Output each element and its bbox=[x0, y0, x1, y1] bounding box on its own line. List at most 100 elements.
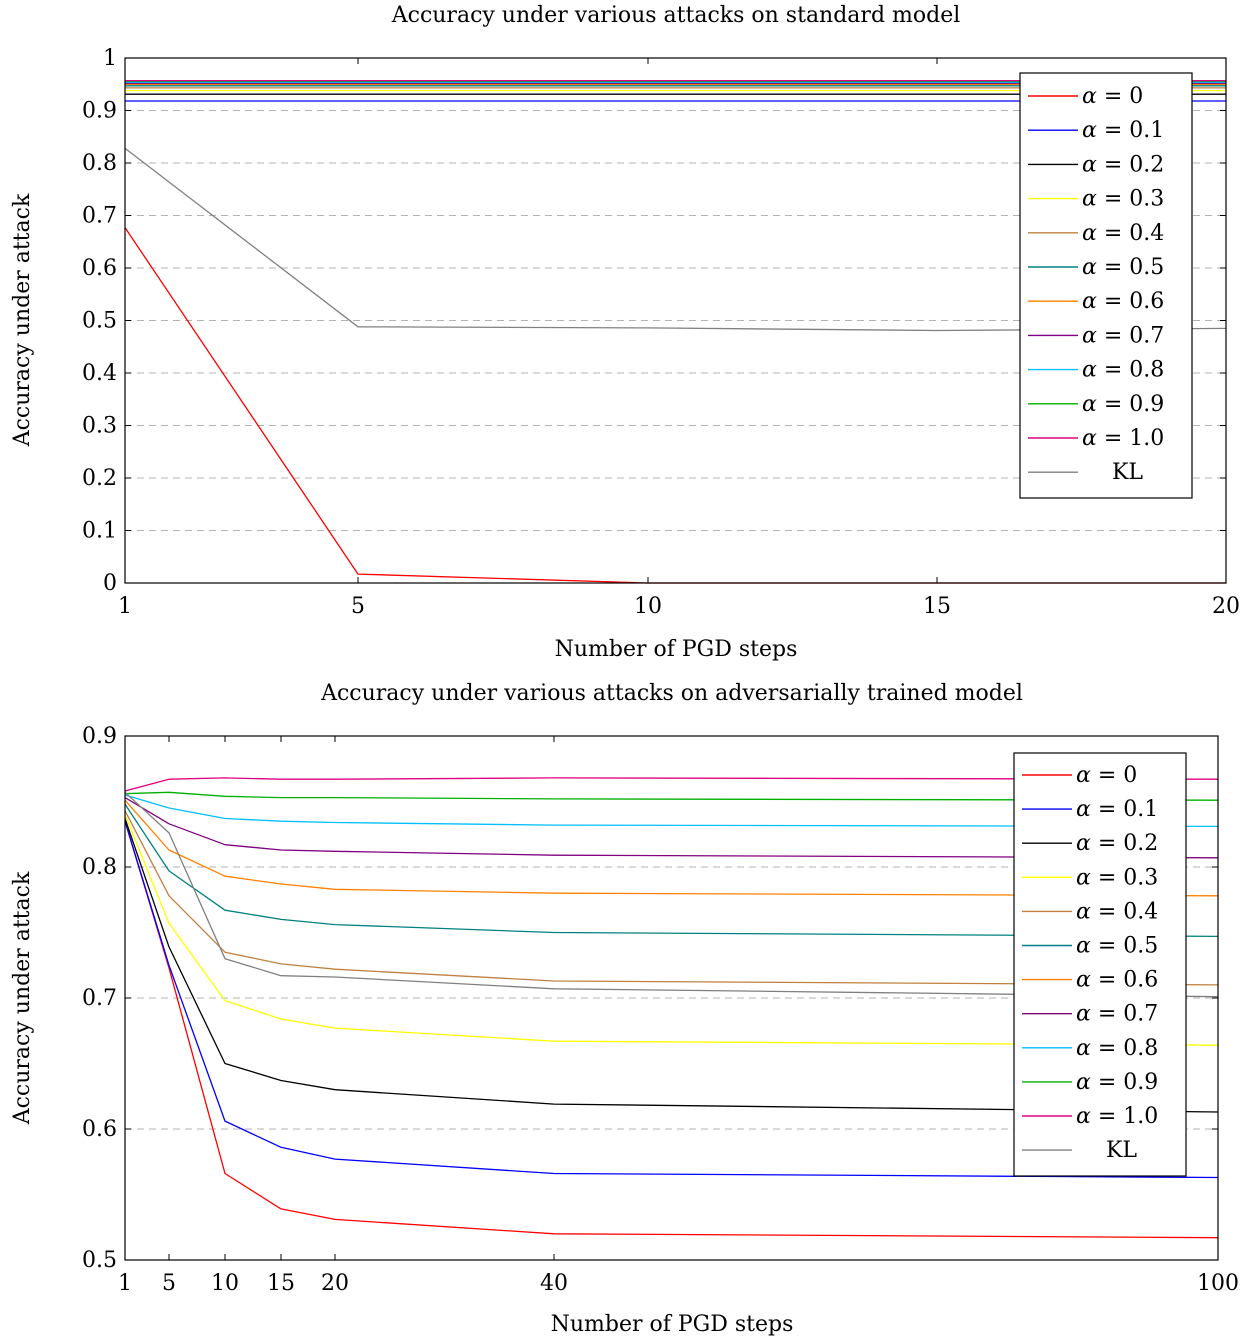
x-tick-labels: 1 5 10 15 20 bbox=[118, 594, 1240, 619]
legend-label: α = 0.3 bbox=[1076, 865, 1158, 890]
y-tick-label: 0.3 bbox=[82, 414, 117, 439]
legend-entry: α = 0.1 bbox=[1022, 797, 1158, 822]
legend-entry: α = 0.9 bbox=[1022, 1070, 1158, 1095]
x-tick-label: 1 bbox=[118, 594, 132, 619]
legend-entry: α = 0.4 bbox=[1028, 221, 1164, 246]
legend-entry: α = 0.5 bbox=[1028, 255, 1164, 280]
legend-label: α = 0.9 bbox=[1076, 1070, 1158, 1095]
series-lines bbox=[124, 777, 1219, 1239]
legend-entry: α = 0 bbox=[1028, 84, 1143, 109]
chart-title: Accuracy under various attacks on advers… bbox=[320, 681, 1023, 706]
x-tick-label: 1 bbox=[118, 1271, 132, 1296]
x-tick-label: 10 bbox=[211, 1271, 239, 1296]
chart-adversarial: Accuracy under various attacks on advers… bbox=[10, 681, 1239, 1337]
y-tick-label: 0.2 bbox=[82, 466, 117, 491]
legend-label: α = 0.7 bbox=[1082, 323, 1164, 348]
y-tick-label: 0.7 bbox=[82, 986, 117, 1011]
legend-label: α = 0.7 bbox=[1076, 1002, 1158, 1027]
x-tick-label: 20 bbox=[1212, 594, 1240, 619]
legend-entry: α = 0.1 bbox=[1028, 118, 1164, 143]
legend-box bbox=[1013, 752, 1187, 1177]
legend-entry: KL bbox=[1022, 1138, 1137, 1163]
legend-label: KL bbox=[1106, 1138, 1137, 1163]
legend-entry: α = 0.3 bbox=[1022, 865, 1158, 890]
series-line-0 bbox=[124, 821, 1219, 1239]
series-line-kl bbox=[124, 791, 1219, 998]
legend-label: α = 0.8 bbox=[1082, 358, 1164, 383]
y-tick-label: 0.5 bbox=[82, 309, 117, 334]
legend-label: α = 0.4 bbox=[1082, 221, 1164, 246]
x-tick-label: 15 bbox=[923, 594, 951, 619]
ticks bbox=[124, 735, 1219, 1261]
legend-label: α = 0.5 bbox=[1076, 934, 1158, 959]
legend-label: α = 0.8 bbox=[1076, 1036, 1158, 1061]
series-line-0-9 bbox=[124, 791, 1219, 801]
legend-entry: α = 0.5 bbox=[1022, 934, 1158, 959]
legend-entry: α = 0 bbox=[1022, 763, 1137, 788]
series-line-0-6 bbox=[124, 799, 1219, 897]
legend-entry: α = 0.2 bbox=[1022, 831, 1158, 856]
y-tick-label: 0.6 bbox=[82, 256, 117, 281]
legend-entry: α = 0.9 bbox=[1028, 392, 1164, 417]
x-tick-label: 5 bbox=[162, 1271, 176, 1296]
legend-label: α = 0.4 bbox=[1076, 899, 1158, 924]
x-tick-label: 5 bbox=[351, 594, 365, 619]
y-tick-label: 0.9 bbox=[82, 99, 117, 124]
x-tick-label: 100 bbox=[1197, 1271, 1239, 1296]
y-tick-label: 0.9 bbox=[82, 724, 117, 749]
legend-label: α = 1.0 bbox=[1076, 1104, 1158, 1129]
legend-label: α = 1.0 bbox=[1082, 426, 1164, 451]
legend-entry: α = 0.7 bbox=[1028, 323, 1164, 348]
legend-label: α = 0.9 bbox=[1082, 392, 1164, 417]
y-axis-label: Accuracy under attack bbox=[10, 871, 35, 1125]
legend-entry: α = 0.8 bbox=[1028, 358, 1164, 383]
legend-entry: α = 0.4 bbox=[1022, 899, 1158, 924]
y-tick-label: 0.8 bbox=[82, 151, 117, 176]
series-line-0-8 bbox=[124, 794, 1219, 828]
legend-entry: α = 0.3 bbox=[1028, 187, 1164, 212]
series-line-0-1 bbox=[124, 821, 1219, 1179]
x-tick-label: 10 bbox=[634, 594, 662, 619]
legend-label: α = 0.5 bbox=[1082, 255, 1164, 280]
ticks bbox=[124, 57, 1227, 584]
x-tick-label: 15 bbox=[267, 1271, 295, 1296]
chart-standard: Accuracy under various attacks on standa… bbox=[10, 3, 1240, 662]
y-tick-label: 0.5 bbox=[82, 1248, 117, 1273]
legend-label: α = 0.1 bbox=[1076, 797, 1158, 822]
y-tick-label: 0.7 bbox=[82, 204, 117, 229]
legend-entry: α = 0.6 bbox=[1022, 968, 1158, 993]
series-line-1-0 bbox=[124, 777, 1219, 792]
legend-entry: α = 1.0 bbox=[1022, 1104, 1158, 1129]
series-line-0-2 bbox=[124, 818, 1219, 1113]
y-tick-label: 0.8 bbox=[82, 855, 117, 880]
legend-entry: α = 0.8 bbox=[1022, 1036, 1158, 1061]
legend-label: α = 0 bbox=[1082, 84, 1143, 109]
x-tick-label: 40 bbox=[540, 1271, 568, 1296]
y-tick-labels: 0 0.1 0.2 0.3 0.4 0.5 0.6 0.7 0.8 0.9 1 bbox=[82, 46, 117, 596]
legend-label: α = 0.1 bbox=[1082, 118, 1164, 143]
legend-label: α = 0.2 bbox=[1082, 152, 1164, 177]
y-tick-label: 0.1 bbox=[82, 519, 117, 544]
legend-label: KL bbox=[1112, 460, 1143, 485]
legend-label: α = 0 bbox=[1076, 763, 1137, 788]
y-tick-labels: 0.5 0.6 0.7 0.8 0.9 bbox=[82, 724, 117, 1273]
y-tick-label: 0 bbox=[103, 571, 117, 596]
y-tick-label: 1 bbox=[103, 46, 117, 71]
legend-label: α = 0.6 bbox=[1076, 968, 1158, 993]
legend: α = 0 α = 0.1 α = 0.2 α = 0.3 α = 0.4 α = 0.5… bbox=[1013, 752, 1187, 1177]
y-tick-label: 0.4 bbox=[82, 361, 117, 386]
legend-entry: α = 0.7 bbox=[1022, 1002, 1158, 1027]
series-line-0-3 bbox=[124, 814, 1219, 1046]
legend-box bbox=[1019, 72, 1193, 499]
y-axis-label: Accuracy under attack bbox=[10, 193, 35, 447]
legend-entry: KL bbox=[1028, 460, 1143, 485]
x-axis-label: Number of PGD steps bbox=[551, 1312, 794, 1337]
series-line-0-4 bbox=[124, 810, 1219, 986]
legend: α = 0 α = 0.1 α = 0.2 α = 0.3 α = 0.4 α = 0.5… bbox=[1019, 72, 1193, 499]
chart-title: Accuracy under various attacks on standa… bbox=[391, 3, 961, 28]
legend-label: α = 0.2 bbox=[1076, 831, 1158, 856]
legend-entry: α = 0.2 bbox=[1028, 152, 1164, 177]
series-line-0-7 bbox=[124, 797, 1219, 859]
y-tick-label: 0.6 bbox=[82, 1117, 117, 1142]
